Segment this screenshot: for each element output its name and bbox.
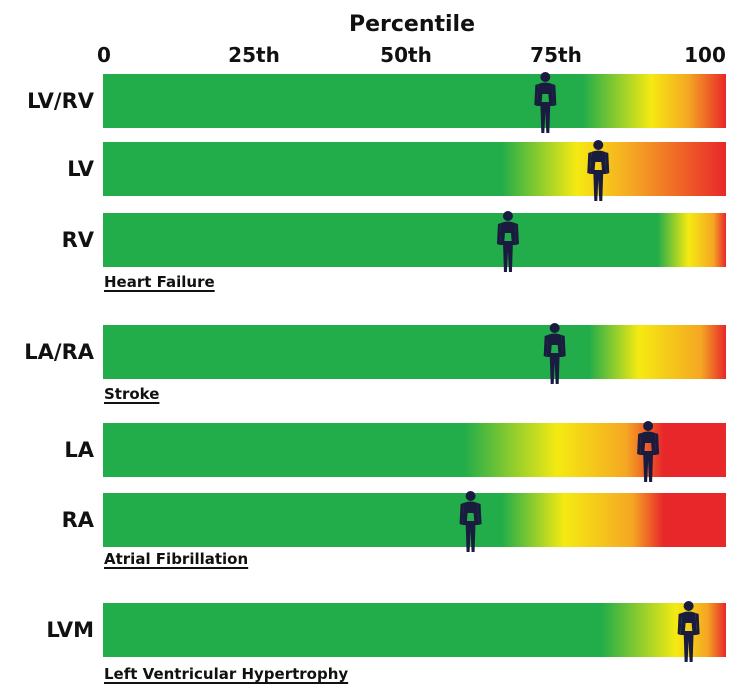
tick-label: 25th: [228, 43, 280, 67]
row-label: RV: [62, 228, 95, 252]
row-label: LV/RV: [27, 89, 95, 113]
group-label: Stroke: [104, 385, 159, 403]
person-marker-icon: [543, 323, 566, 384]
percentile-bar: [103, 423, 726, 477]
person-marker-icon: [587, 140, 610, 201]
group-label: Atrial Fibrillation: [104, 550, 248, 568]
percentile-bar: [103, 325, 726, 379]
tick-label: 0: [97, 43, 111, 67]
tick-label: 100: [684, 43, 726, 67]
tick-label: 50th: [380, 43, 432, 67]
row-rv: RV: [62, 211, 726, 272]
percentile-bar: [103, 603, 726, 657]
percentile-bar: [103, 74, 726, 128]
percentile-bar: [103, 493, 726, 547]
percentile-bar: [103, 142, 726, 196]
row-label: LA/RA: [24, 340, 94, 364]
person-marker-icon: [459, 491, 482, 552]
row-label: RA: [62, 508, 95, 532]
rows: LV/RV LV RV LA/RA LA RA LVM: [24, 72, 726, 662]
person-marker-icon: [677, 601, 700, 662]
row-label: LV: [67, 157, 94, 181]
axis-ticks: 0 25th 50th 75th 100: [97, 43, 726, 67]
row-label: LA: [64, 438, 94, 462]
group-labels: Heart Failure Stroke Atrial Fibrillation Le…: [104, 273, 348, 684]
person-marker-icon: [496, 211, 519, 272]
person-marker-icon: [534, 72, 557, 133]
group-label: Left Ventricular Hypertrophy: [104, 665, 348, 683]
group-label: Heart Failure: [104, 273, 215, 291]
row-la: LA: [64, 421, 726, 482]
row-lv: LV: [67, 140, 726, 201]
row-la-ra: LA/RA: [24, 323, 726, 384]
chart-title: Percentile: [349, 12, 475, 37]
row-label: LVM: [46, 618, 94, 642]
person-marker-icon: [637, 421, 660, 482]
tick-label: 75th: [530, 43, 582, 67]
row-ra: RA: [62, 491, 726, 552]
percentile-bar: [103, 213, 726, 267]
row-lv-rv: LV/RV: [27, 72, 726, 133]
row-lvm: LVM: [46, 601, 726, 662]
